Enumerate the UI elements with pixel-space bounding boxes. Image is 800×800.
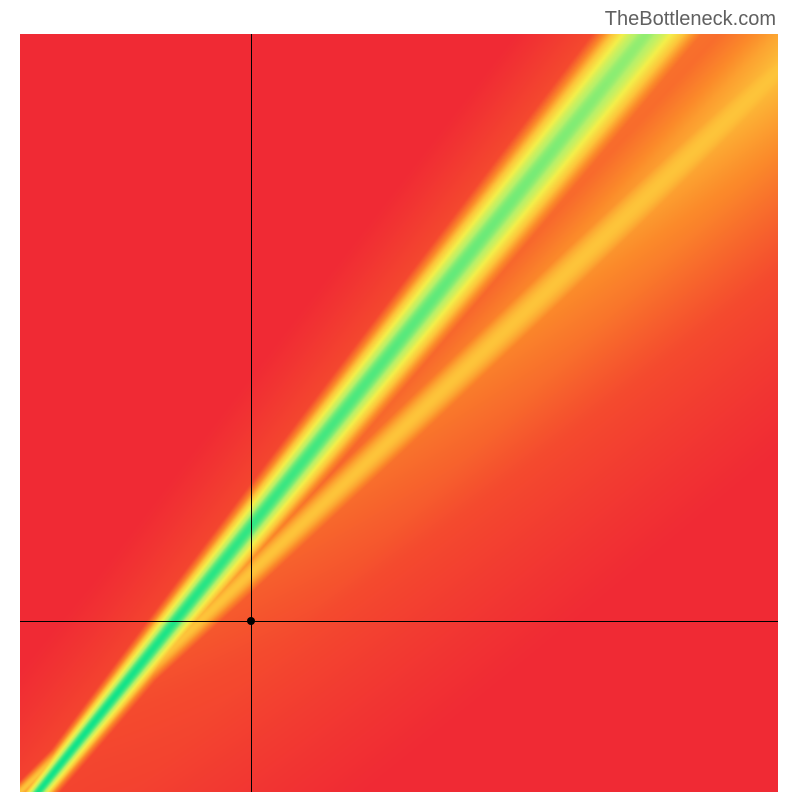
crosshair-vertical — [251, 34, 252, 792]
heatmap-canvas — [20, 34, 778, 792]
crosshair-marker — [247, 617, 255, 625]
crosshair-horizontal — [20, 621, 778, 622]
plot-frame — [20, 34, 778, 792]
chart-container: TheBottleneck.com — [0, 0, 800, 800]
watermark-text: TheBottleneck.com — [605, 8, 776, 31]
